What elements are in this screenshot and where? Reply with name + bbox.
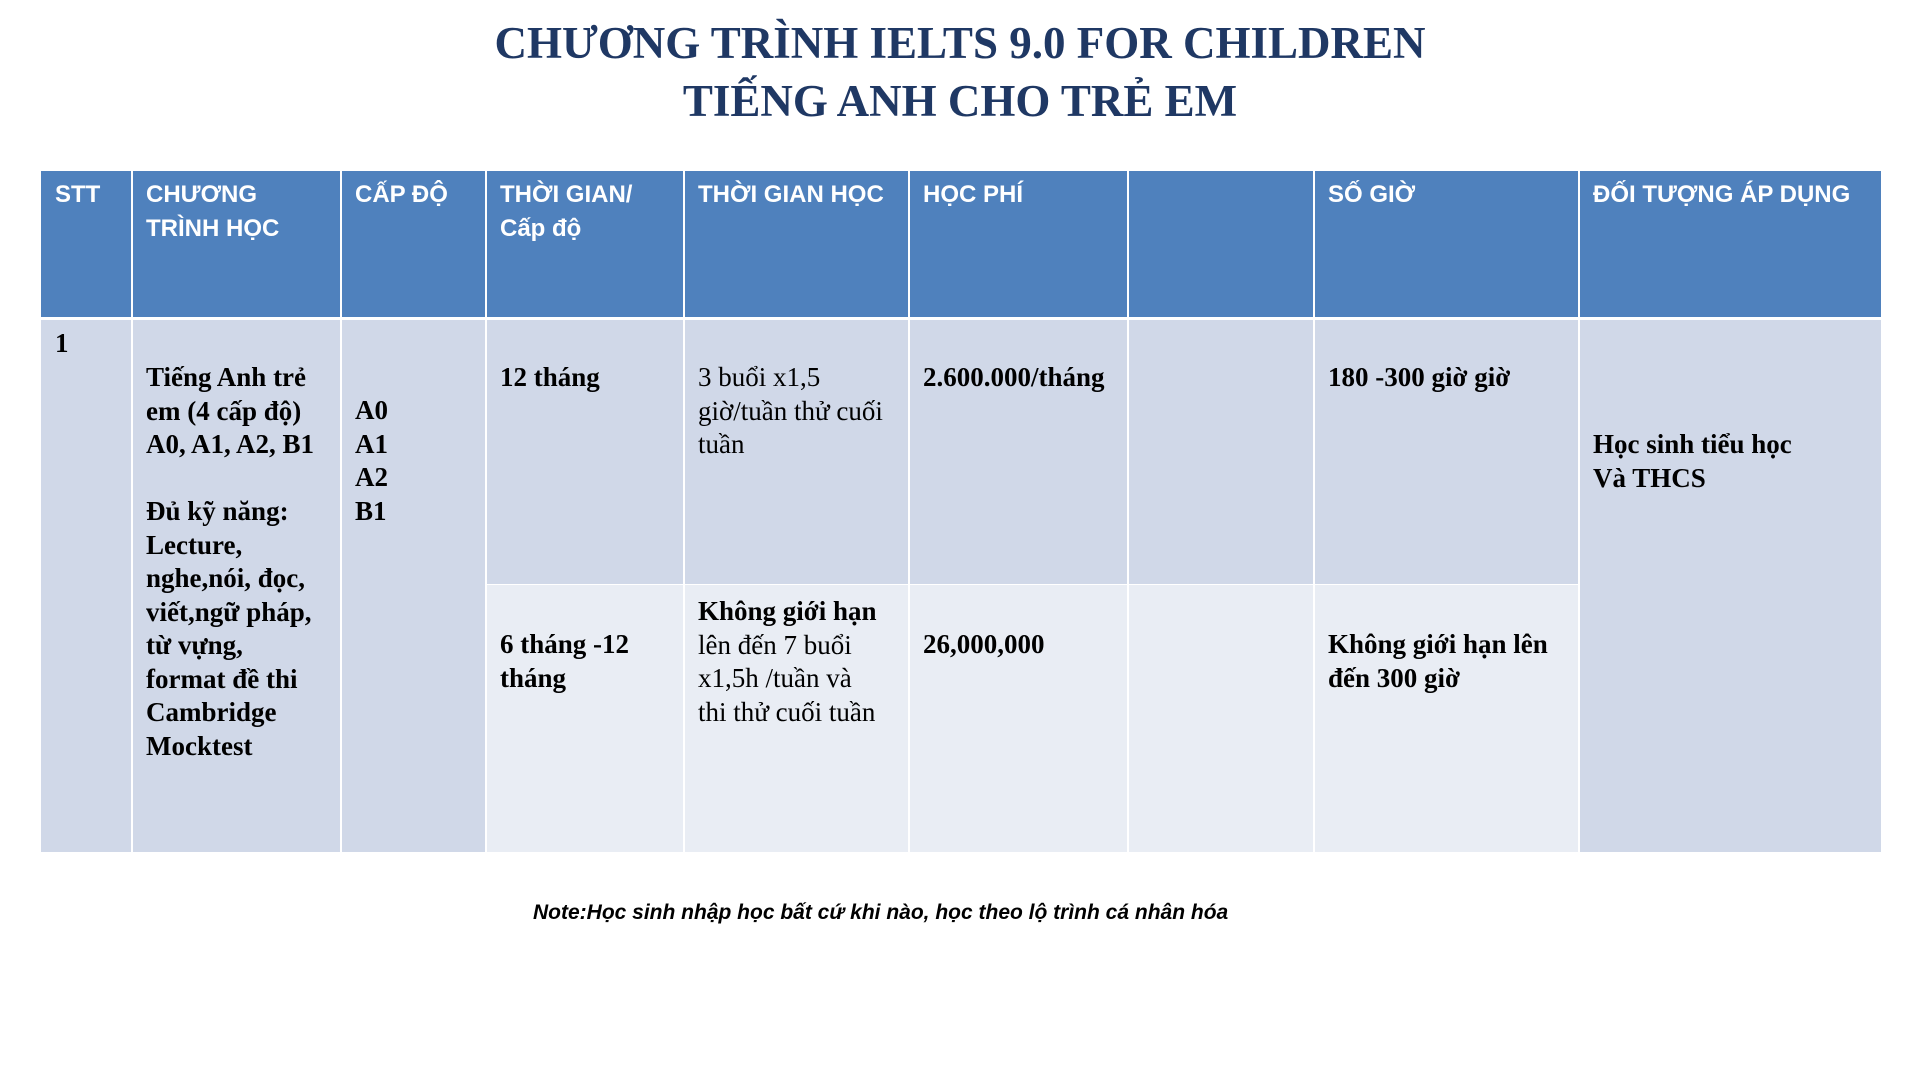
header-cell <box>1129 171 1313 317</box>
body-cell <box>487 320 683 584</box>
body-cell <box>1315 320 1578 584</box>
header-text: SỐ GIỜ <box>1328 181 1416 208</box>
header-cell <box>41 171 131 317</box>
header-text: CẤP ĐỘ <box>355 181 448 208</box>
cell-text: 2.600.000/tháng <box>923 362 1105 392</box>
title-line: TIẾNG ANH CHO TRẺ EM <box>682 76 1238 126</box>
header-cell <box>1315 171 1578 317</box>
header-text: THỜI GIAN/ Cấp độ <box>500 181 633 242</box>
cell-text-bold: Không giới hạn <box>698 596 877 626</box>
cell-text: 3 buổi x1,5 giờ/tuần thử cuối tuần <box>698 362 883 459</box>
body-cell <box>133 320 340 852</box>
cell-text: Không giới hạn lên đến 7 buổi x1,5h /tuần… <box>684 595 909 729</box>
header-text: THỜI GIAN HỌC <box>698 181 884 208</box>
cell-text: A0 A1 A2 B1 <box>355 395 388 526</box>
note: Note:Học sinh nhập học bất cứ khi nào, h… <box>533 901 1229 924</box>
body-cell <box>41 320 131 852</box>
cell-text: Không giới hạn lên đến 300 giờ <box>1328 629 1548 693</box>
header-cell <box>487 171 683 317</box>
cell-text-normal: lên đến 7 buổi x1,5h /tuần và thi thử cu… <box>698 629 876 727</box>
body-cell <box>910 585 1127 852</box>
header-text: ĐỐI TƯỢNG ÁP DỤNG <box>1593 181 1851 208</box>
header-cell <box>133 171 340 317</box>
body-cell <box>910 320 1127 584</box>
cell-text: Học sinh tiểu học Và THCS <box>1593 429 1792 493</box>
header-text: HỌC PHÍ <box>923 181 1024 208</box>
header-cell <box>342 171 485 317</box>
body-cell <box>1315 585 1578 852</box>
header-cell <box>910 171 1127 317</box>
body-cell <box>685 585 908 852</box>
body-cell <box>342 320 485 852</box>
header-cell <box>1580 171 1881 317</box>
header-text: CHƯƠNG TRÌNH HỌC <box>146 181 280 242</box>
title-line: CHƯƠNG TRÌNH IELTS 9.0 FOR CHILDREN <box>494 18 1426 68</box>
cell-text: 180 -300 giờ giờ <box>1328 362 1511 392</box>
cell-text: Tiếng Anh trẻ em (4 cấp độ) A0, A1, A2, … <box>146 362 315 761</box>
body-cell <box>1580 320 1881 852</box>
cell-text: 26,000,000 <box>923 629 1045 659</box>
body-cell <box>1129 585 1313 852</box>
body-cell <box>685 320 908 584</box>
cell-text: 12 tháng <box>500 362 600 392</box>
header-cell <box>685 171 908 317</box>
body-cell <box>1129 320 1313 584</box>
cell-text: 1 <box>55 328 69 358</box>
header-text: STT <box>55 181 101 208</box>
body-cell <box>487 585 683 852</box>
cell-text: 6 tháng -12 tháng <box>500 629 630 693</box>
